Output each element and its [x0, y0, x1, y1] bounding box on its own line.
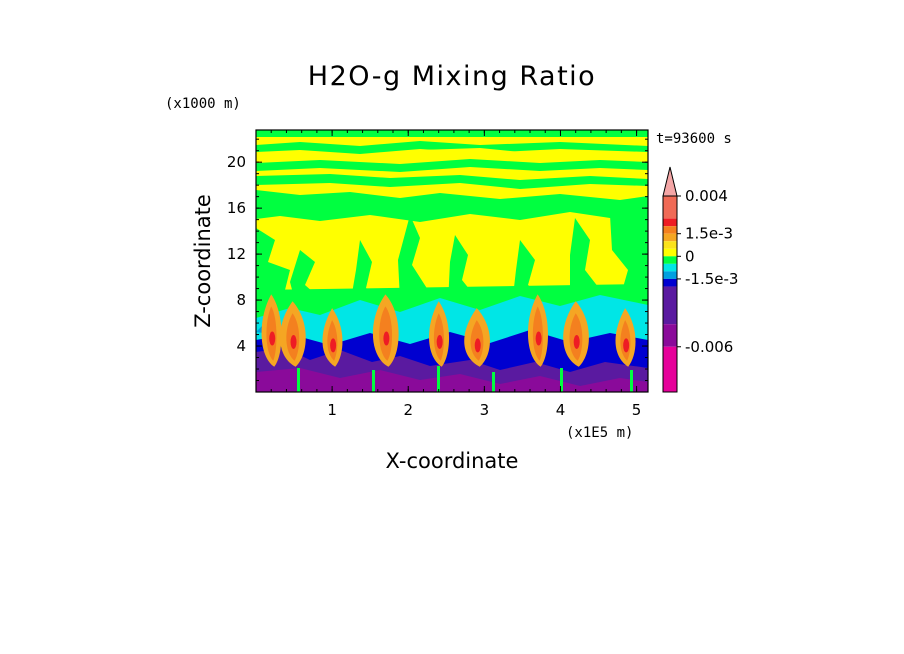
colorbar-label: 0.004	[685, 187, 728, 205]
heatmap-field	[256, 130, 648, 392]
y-tick-label: 20	[227, 153, 246, 171]
colorbar-swatch	[663, 324, 677, 347]
colorbar-swatch	[663, 271, 677, 279]
colorbar-swatch	[663, 226, 677, 234]
y-tick-label: 16	[227, 199, 246, 217]
colorbar-label: 1.5e-3	[685, 225, 733, 243]
colorbar: 0.004 1.5e-3 0 -1.5e-3 -0.006	[662, 166, 738, 393]
plume-peak	[383, 331, 390, 346]
plume-peak	[330, 338, 337, 353]
y-tick-label: 12	[227, 245, 246, 263]
time-label: t=93600 s	[656, 131, 732, 147]
colorbar-swatch	[663, 233, 677, 242]
colorbar-swatch	[663, 286, 677, 325]
colorbar-label: -0.006	[685, 338, 733, 356]
plume-peak	[573, 334, 580, 349]
colorbar-swatch	[663, 218, 677, 227]
colorbar-swatch	[663, 346, 677, 392]
plume-peak	[535, 331, 542, 346]
chart-title: H2O-g Mixing Ratio	[308, 61, 596, 92]
x-axis-title: X-coordinate	[386, 449, 519, 473]
plot-frame	[255, 129, 649, 393]
colorbar-frame	[662, 195, 678, 393]
x-tick-label: 2	[403, 401, 413, 419]
colorbar-swatch	[663, 196, 677, 219]
y-tick-label: 4	[236, 337, 246, 355]
colorbar-swatch	[663, 248, 677, 257]
x-tick-label: 5	[632, 401, 642, 419]
x-tick-label: 3	[480, 401, 490, 419]
plume-peak	[436, 334, 443, 349]
x-axis: 1 2 3 4 5	[270, 130, 642, 419]
colorbar-extend-arrow	[662, 166, 678, 197]
y-tick-label: 8	[236, 291, 246, 309]
y-axis: 4 8 12 16 20	[227, 138, 648, 382]
colorbar-label: 0	[685, 247, 695, 265]
x-tick-label: 4	[556, 401, 566, 419]
colorbar-swatch	[663, 241, 677, 249]
plume-peak	[623, 338, 630, 353]
x-unit-label: (x1E5 m)	[566, 425, 633, 441]
plume-peak	[290, 334, 297, 349]
colorbar-swatch	[663, 263, 677, 272]
y-unit-label: (x1000 m)	[165, 96, 241, 112]
colorbar-swatch	[663, 256, 677, 264]
upper-bands	[256, 130, 648, 222]
y-axis-title: Z-coordinate	[191, 194, 215, 328]
plume-peak	[269, 331, 276, 346]
surface-streaks	[297, 366, 633, 392]
colorbar-swatch	[663, 278, 677, 287]
purple-layer	[256, 348, 648, 392]
plume-peak	[474, 338, 481, 353]
convective-plumes	[261, 294, 636, 367]
x-tick-label: 1	[327, 401, 337, 419]
colorbar-label: -1.5e-3	[685, 270, 738, 288]
